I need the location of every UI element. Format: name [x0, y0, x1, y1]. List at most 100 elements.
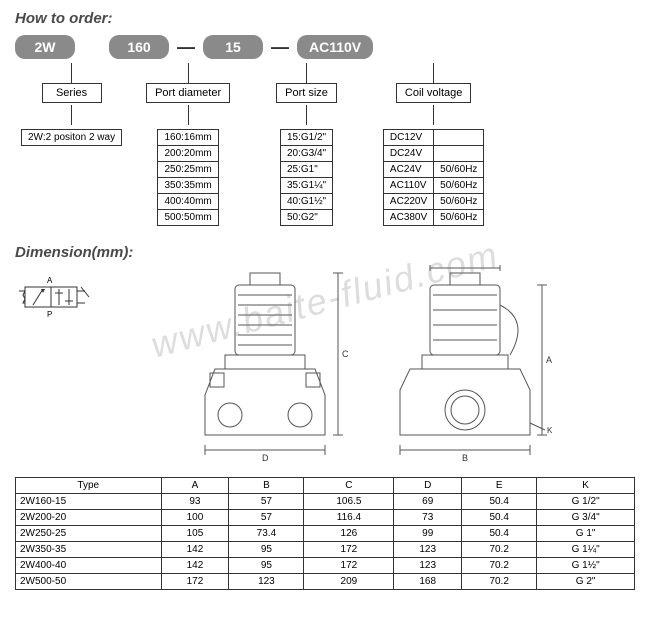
dim-cell: 106.5: [304, 494, 394, 510]
label-port-diameter: Port diameter: [146, 83, 230, 103]
vline: [188, 105, 189, 125]
dim-cell: 116.4: [304, 510, 394, 526]
option-cell: 25:G1": [280, 162, 332, 178]
dim-cell: 95: [229, 558, 304, 574]
dim-cell: 168: [394, 574, 462, 590]
option-cell: 15:G1/2": [280, 130, 332, 146]
dim-type-cell: 2W400-40: [16, 558, 162, 574]
option-cell: 35:G1¼": [280, 178, 332, 194]
cv-cell: [434, 146, 484, 162]
option-cell: 350:35mm: [158, 178, 218, 194]
drawing-side: E B A K: [380, 265, 560, 465]
dim-cell: 93: [161, 494, 229, 510]
dim-cell: 123: [394, 558, 462, 574]
dim-cell: 50.4: [462, 510, 537, 526]
cv-cell: AC380V: [383, 210, 433, 226]
col-series: Series 2W:2 positon 2 way: [21, 63, 122, 226]
pill-series: 2W: [15, 35, 75, 59]
dimension-table: TypeABCDEK2W160-159357106.56950.4G 1/2"2…: [15, 477, 635, 590]
col-port-size: Port size 15:G1/2"20:G3/4"25:G1"35:G1¼"4…: [276, 63, 337, 226]
dim-cell: 57: [229, 494, 304, 510]
pill-port-size: 15: [203, 35, 263, 59]
vline: [433, 63, 434, 83]
dim-type-cell: 2W200-20: [16, 510, 162, 526]
pill-coil-voltage: AC110V: [297, 35, 373, 59]
coil-voltage-options: DC12VDC24VAC24V50/60HzAC110V50/60HzAC220…: [383, 129, 485, 226]
cv-cell: DC24V: [383, 146, 433, 162]
dim-header: E: [462, 478, 537, 494]
dim-cell: 126: [304, 526, 394, 542]
dim-cell: 50.4: [462, 494, 537, 510]
dim-type-cell: 2W500-50: [16, 574, 162, 590]
cv-cell: [434, 130, 484, 146]
dim-cell: 142: [161, 542, 229, 558]
dim-cell: 123: [229, 574, 304, 590]
cv-cell: 50/60Hz: [434, 194, 484, 210]
dim-header: Type: [16, 478, 162, 494]
svg-text:E: E: [462, 265, 467, 267]
label-port-size: Port size: [276, 83, 337, 103]
cv-cell: 50/60Hz: [434, 162, 484, 178]
cv-cell: 50/60Hz: [434, 178, 484, 194]
dim-cell: 70.2: [462, 574, 537, 590]
col-coil-voltage: Coil voltage DC12VDC24VAC24V50/60HzAC110…: [383, 63, 485, 226]
option-cell: 20:G3/4": [280, 146, 332, 162]
symbol-label-a: A: [47, 276, 53, 285]
dim-cell: 99: [394, 526, 462, 542]
dash-2: —: [271, 37, 289, 58]
option-cell: 400:40mm: [158, 194, 218, 210]
dim-type-cell: 2W350-35: [16, 542, 162, 558]
option-cell: 160:16mm: [158, 130, 218, 146]
svg-text:C: C: [342, 349, 349, 359]
dim-header: C: [304, 478, 394, 494]
vline: [71, 105, 72, 125]
dim-cell: G 2": [537, 574, 635, 590]
dim-cell: 142: [161, 558, 229, 574]
dim-cell: 105: [161, 526, 229, 542]
dim-header: A: [161, 478, 229, 494]
option-cell: 40:G1½": [280, 194, 332, 210]
how-to-order-title: How to order:: [15, 10, 635, 27]
label-coil-voltage: Coil voltage: [396, 83, 471, 103]
dim-cell: G 1¼": [537, 542, 635, 558]
dim-cell: 73: [394, 510, 462, 526]
dim-cell: 57: [229, 510, 304, 526]
dim-cell: G 3/4": [537, 510, 635, 526]
vline: [306, 63, 307, 83]
vline: [433, 105, 434, 125]
dim-cell: G 1": [537, 526, 635, 542]
option-cell: 500:50mm: [158, 210, 218, 226]
dimension-title: Dimension(mm):: [15, 244, 635, 261]
label-series: Series: [42, 83, 102, 103]
dimension-drawings: D C: [105, 265, 635, 465]
cv-cell: AC220V: [383, 194, 433, 210]
vline: [306, 105, 307, 125]
dim-header: B: [229, 478, 304, 494]
pill-port-diameter: 160: [109, 35, 169, 59]
pneumatic-symbol: A P: [15, 275, 95, 325]
dim-cell: 209: [304, 574, 394, 590]
svg-text:B: B: [462, 453, 468, 463]
dim-cell: 69: [394, 494, 462, 510]
cv-cell: AC24V: [383, 162, 433, 178]
dim-cell: G 1/2": [537, 494, 635, 510]
order-pill-row: 2W 160 — 15 — AC110V: [15, 35, 635, 59]
dimension-row: A P: [15, 265, 635, 465]
dim-cell: 172: [161, 574, 229, 590]
cv-cell: AC110V: [383, 178, 433, 194]
dim-cell: 172: [304, 558, 394, 574]
dim-header: K: [537, 478, 635, 494]
dim-cell: 50.4: [462, 526, 537, 542]
svg-text:A: A: [546, 355, 552, 365]
dim-cell: 172: [304, 542, 394, 558]
vline: [188, 63, 189, 83]
order-columns: Series 2W:2 positon 2 way Port diameter …: [15, 63, 635, 226]
cv-cell: DC12V: [383, 130, 433, 146]
col-port-diameter: Port diameter 160:16mm200:20mm250:25mm35…: [146, 63, 230, 226]
option-cell: 50:G2": [280, 210, 332, 226]
port-size-options: 15:G1/2"20:G3/4"25:G1"35:G1¼"40:G1½"50:G…: [280, 129, 333, 226]
dim-type-cell: 2W250-25: [16, 526, 162, 542]
drawing-front: D C: [180, 265, 360, 465]
dim-cell: 95: [229, 542, 304, 558]
dim-cell: 123: [394, 542, 462, 558]
